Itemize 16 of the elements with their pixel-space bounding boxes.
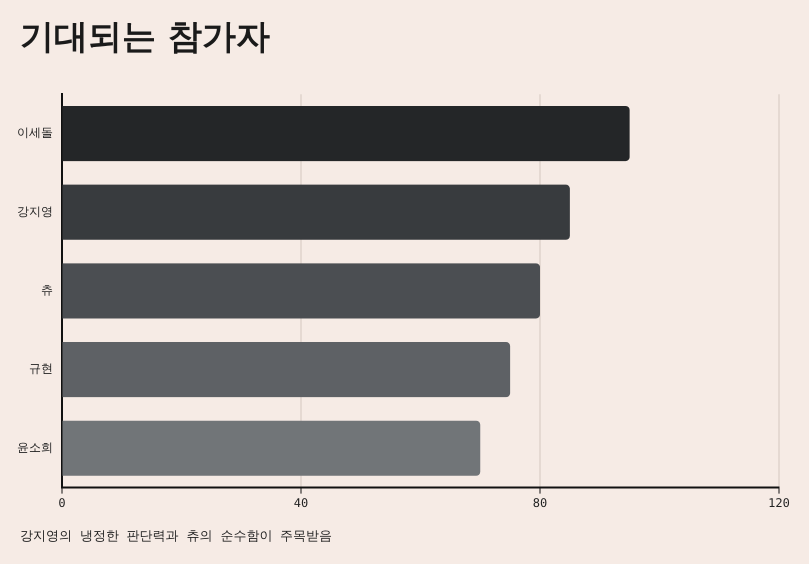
x-tick-label: 40 xyxy=(294,496,308,510)
bar xyxy=(62,420,480,476)
y-tick-label: 이세돌 xyxy=(17,126,53,140)
text: 강지영의 냉정한 판단력과 츄의 순수함이 주목받음 xyxy=(20,528,332,545)
y-tick-label: 츄 xyxy=(41,283,53,298)
y-tick-label: 규현 xyxy=(29,362,53,376)
x-tick-label: 0 xyxy=(58,496,66,510)
bar xyxy=(62,263,540,318)
x-tick-label: 120 xyxy=(768,496,790,510)
y-tick-label: 윤소희 xyxy=(17,440,53,454)
bar xyxy=(62,342,510,398)
bar xyxy=(62,184,570,240)
bar xyxy=(62,106,630,162)
x-tick-label: 80 xyxy=(532,496,548,510)
chart-title: 기대되는 참가자 xyxy=(20,16,270,59)
y-tick-label: 강지영 xyxy=(17,204,53,218)
